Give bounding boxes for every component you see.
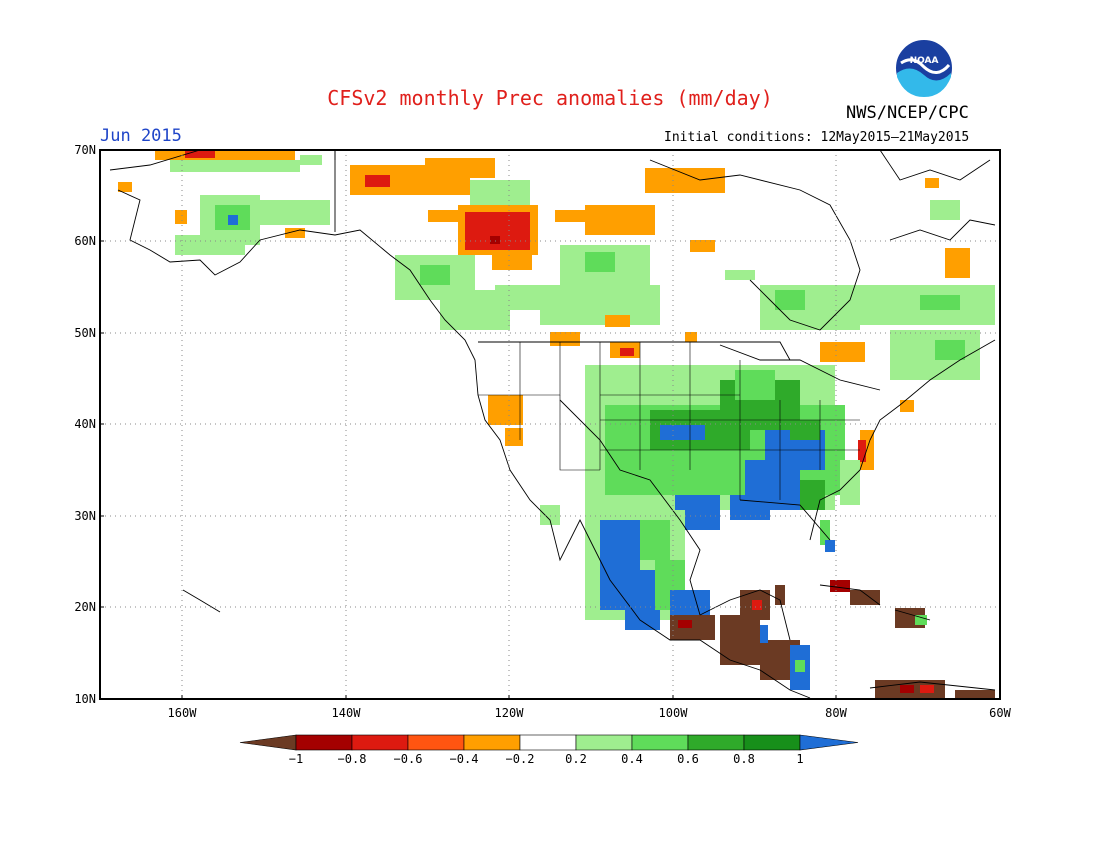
svg-text:NOAA: NOAA	[910, 56, 939, 66]
coastlines	[109, 150, 996, 699]
legend-swatches	[239, 734, 859, 751]
lat-label: 20N	[74, 600, 96, 614]
lat-label: 40N	[74, 417, 96, 431]
lon-label: 160W	[168, 706, 198, 720]
legend-label: 1	[796, 752, 803, 766]
legend-label: 0.4	[621, 752, 643, 766]
legend-label: 0.8	[733, 752, 755, 766]
lon-label: 60W	[989, 706, 1011, 720]
legend-swatch	[575, 734, 633, 751]
legend-label: −0.4	[450, 752, 479, 766]
lat-label: 50N	[74, 326, 96, 340]
legend-swatch	[743, 734, 801, 751]
legend-label: −0.6	[394, 752, 423, 766]
legend-swatch	[631, 734, 689, 751]
state-borders	[478, 342, 860, 500]
lat-label: 10N	[74, 692, 96, 706]
legend-label: 0.2	[565, 752, 587, 766]
forecast-month: Jun 2015	[100, 126, 182, 146]
lon-label: 100W	[659, 706, 689, 720]
lat-label: 70N	[74, 143, 96, 157]
anomaly-layer	[118, 150, 995, 699]
legend-swatch	[463, 734, 521, 751]
legend-swatch	[295, 734, 353, 751]
legend-labels: −1 −0.8 −0.6 −0.4 −0.2 0.2 0.4 0.6 0.8 1	[289, 752, 804, 766]
lat-label: 60N	[74, 234, 96, 248]
legend-label: 0.6	[677, 752, 699, 766]
lon-label: 140W	[332, 706, 362, 720]
graticule	[100, 150, 1000, 699]
initial-conditions: Initial conditions: 12May2015–21May2015	[664, 130, 970, 145]
lon-label: 80W	[825, 706, 847, 720]
legend-swatch	[519, 734, 577, 751]
legend-label: −0.8	[338, 752, 367, 766]
noaa-logo: NOAA	[894, 38, 954, 98]
lon-label: 120W	[495, 706, 525, 720]
lat-label: 30N	[74, 509, 96, 523]
legend-swatch	[351, 734, 409, 751]
map-frame	[99, 149, 1001, 700]
legend-swatch	[239, 734, 297, 751]
legend-swatch	[687, 734, 745, 751]
map-title: CFSv2 monthly Prec anomalies (mm/day)	[327, 86, 773, 110]
legend-swatch	[799, 734, 859, 751]
legend-label: −0.2	[506, 752, 535, 766]
legend-label: −1	[289, 752, 303, 766]
legend-swatch	[407, 734, 465, 751]
agency-label: NWS/NCEP/CPC	[846, 103, 969, 123]
